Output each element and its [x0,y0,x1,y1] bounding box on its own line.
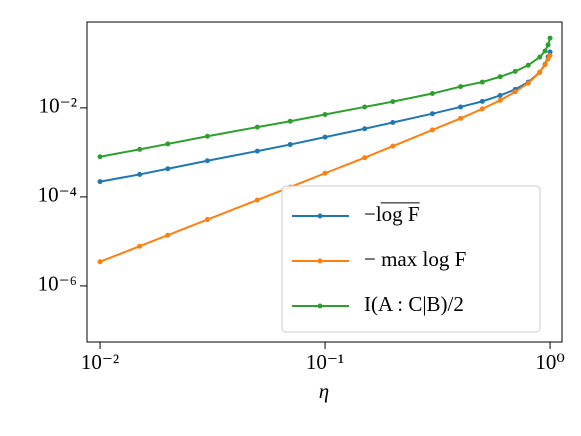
series-point [458,115,464,121]
y-tick-label: 10⁻⁶ [38,272,77,296]
series-point [547,35,553,41]
plot-frame [86,21,563,343]
legend-marker [317,303,323,309]
series-point [137,171,143,177]
series-point [479,98,485,104]
legend-label: −log F [364,202,420,226]
series-point [165,232,171,238]
series-point [429,111,435,117]
series-point [497,74,503,80]
series-point [97,154,103,160]
series-point [254,197,260,203]
series-point [254,148,260,154]
series-point [322,170,328,176]
series-point [429,127,435,133]
series-point [497,92,503,98]
series-point [165,166,171,172]
legend-label: I(A : C|B)/2 [364,292,464,316]
legend-marker [317,258,323,264]
series-point [545,42,551,48]
y-tick-label: 10⁻⁴ [38,183,77,207]
series-point [204,158,210,164]
series-point [322,134,328,140]
series-point [458,84,464,90]
series-point [537,69,543,75]
x-tick-label: 10⁰ [535,350,564,374]
series-point [137,146,143,152]
y-tick-label: 10⁻² [39,94,77,118]
series-point [204,217,210,223]
legend-box [281,185,541,333]
legend-marker [317,213,323,219]
x-tick-label: 10⁻² [81,350,119,374]
series-point [542,48,548,54]
series-point [497,97,503,103]
series-point [97,259,103,265]
series-point [362,104,368,110]
series-point [537,54,543,60]
series-point [479,106,485,112]
series-point [390,119,396,125]
series-point [547,49,553,55]
series-point [525,62,531,68]
series-point [322,112,328,118]
series-point [165,141,171,147]
legend-label: − max log F [364,247,466,271]
series-point [287,142,293,148]
series-point [479,79,485,85]
series-point [458,104,464,110]
series-point [525,80,531,86]
series-point [204,133,210,139]
series-point [542,62,548,68]
series-point [97,179,103,185]
x-tick-label: 10⁻¹ [306,350,344,374]
x-axis-label: η [319,379,329,403]
series-point [390,143,396,149]
series-point [390,99,396,105]
series-point [362,126,368,132]
series-point [362,155,368,161]
series-point [512,68,518,74]
series-point [137,243,143,249]
series-point [547,53,553,59]
series-point [429,91,435,97]
series-point [254,124,260,130]
series-point [512,89,518,95]
series-point [287,118,293,124]
